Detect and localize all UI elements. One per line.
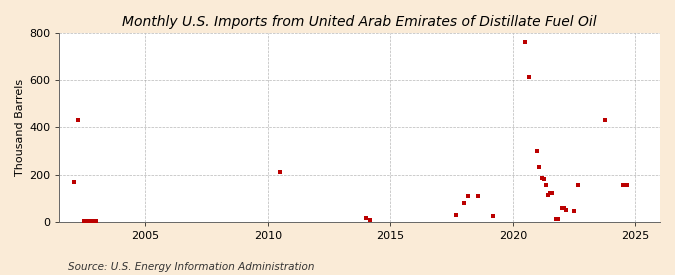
Point [82,218,93,223]
Point [462,194,473,198]
Point [275,170,286,174]
Point [542,192,553,197]
Point [86,218,97,223]
Point [540,183,551,187]
Title: Monthly U.S. Imports from United Arab Emirates of Distillate Fuel Oil: Monthly U.S. Imports from United Arab Em… [122,15,597,29]
Point [569,209,580,213]
Point [618,183,628,187]
Point [532,149,543,153]
Point [556,205,567,210]
Point [552,217,563,222]
Point [622,183,632,187]
Point [544,191,555,196]
Point [520,40,531,45]
Text: Source: U.S. Energy Information Administration: Source: U.S. Energy Information Administ… [68,262,314,272]
Point [536,176,547,180]
Point [573,183,584,187]
Point [458,201,469,205]
Point [561,208,572,212]
Point [599,118,610,122]
Point [360,216,371,220]
Point [472,194,483,198]
Point [72,118,83,122]
Y-axis label: Thousand Barrels: Thousand Barrels [15,79,25,176]
Point [68,179,79,184]
Point [90,218,101,223]
Point [450,213,461,217]
Point [558,205,569,210]
Point [78,218,89,223]
Point [534,165,545,170]
Point [364,218,375,222]
Point [538,177,549,182]
Point [487,214,498,218]
Point [524,75,535,79]
Point [546,191,557,196]
Point [550,217,561,222]
